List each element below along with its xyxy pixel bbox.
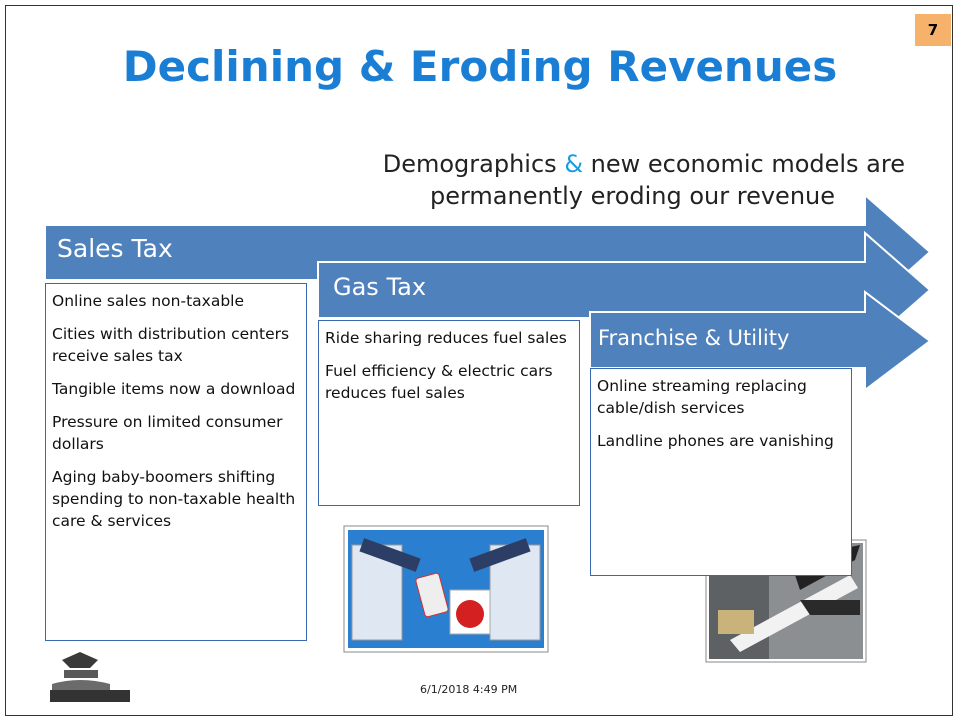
item-box: Online streaming replacing cable/dish se… (590, 368, 852, 576)
item: Pressure on limited consumer dollars (52, 411, 300, 455)
slide: 7 Declining & Eroding Revenues Demograph… (0, 0, 960, 723)
item: Aging baby-boomers shifting spending to … (52, 466, 300, 532)
item-box: Online sales non-taxable Cities with dist… (45, 283, 307, 641)
item: Tangible items now a download (52, 378, 300, 400)
shopping-image (344, 526, 548, 652)
item: Online streaming replacing cable/dish se… (597, 375, 845, 419)
footer-date: 6/1/2018 4:49 PM (420, 683, 517, 696)
item: Ride sharing reduces fuel sales (325, 327, 573, 349)
item-box: Ride sharing reduces fuel sales Fuel effi… (318, 320, 580, 506)
arrow-label: Sales Tax (57, 234, 173, 263)
arrow-label: Franchise & Utility (598, 326, 789, 350)
arrow-label: Gas Tax (333, 273, 426, 301)
logo (50, 652, 130, 702)
item: Online sales non-taxable (52, 290, 300, 312)
item: Landline phones are vanishing (597, 430, 845, 452)
item: Fuel efficiency & electric cars reduces … (325, 360, 573, 404)
item: Cities with distribution centers receive… (52, 323, 300, 367)
